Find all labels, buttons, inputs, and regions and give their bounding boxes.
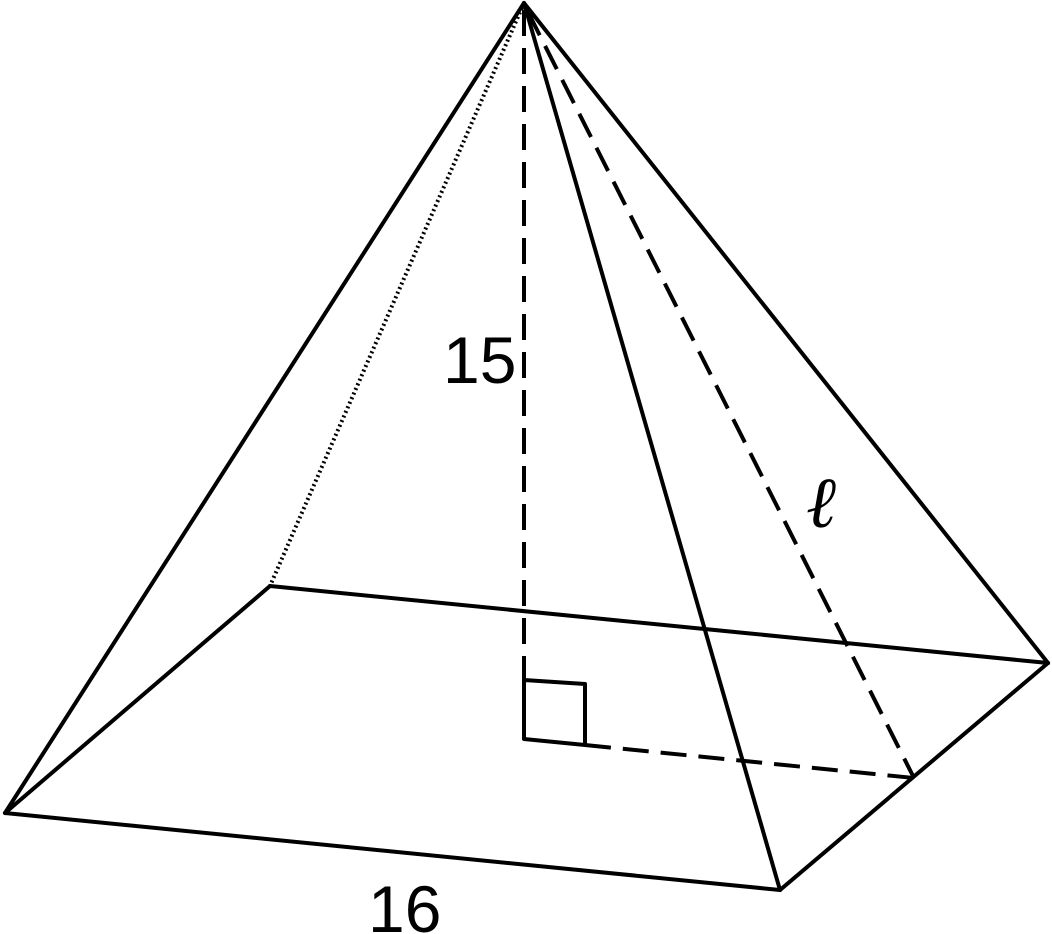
slant-height-line <box>526 11 916 779</box>
lateral-edge-back-left <box>268 2 526 587</box>
lateral-edge-front-left <box>3 1 526 815</box>
lateral-edge-front-right <box>522 1 782 892</box>
lateral-edge-back-right <box>522 1 1050 665</box>
height-label: 15 <box>443 323 516 397</box>
base-label: 16 <box>368 872 441 934</box>
base-back-edge <box>268 584 1050 665</box>
slant-height-label: ℓ <box>806 460 836 544</box>
base-front-edge <box>3 811 782 892</box>
right-angle-marker <box>522 678 587 747</box>
apothem-line <box>584 743 915 780</box>
base-left-edge <box>3 584 272 815</box>
